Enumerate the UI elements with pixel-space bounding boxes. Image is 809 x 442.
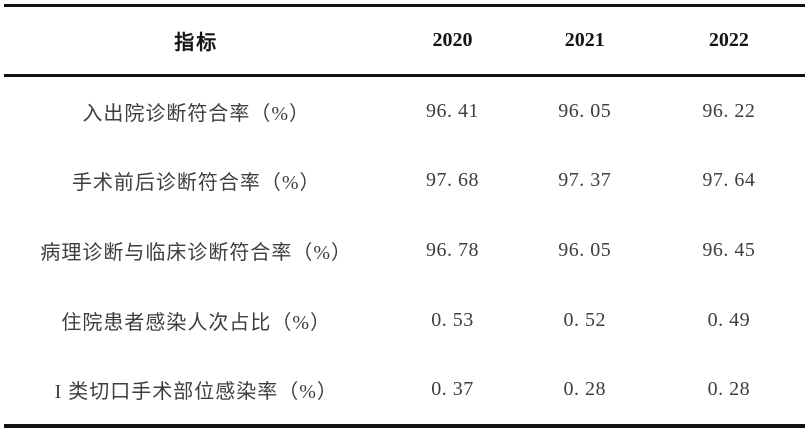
row-value-2022: 0. 49 — [707, 309, 751, 331]
row-label: 住院患者感染人次占比（%） — [61, 312, 332, 334]
row-value-2021: 0. 28 — [563, 378, 606, 400]
row-value-2021: 96. 05 — [558, 99, 612, 122]
row-value-2020: 0. 53 — [431, 309, 474, 331]
table-row: 手术前后诊断符合率（%） 97. 68 97. 37 97. 64 — [4, 146, 805, 216]
row-value-2020: 96. 41 — [426, 99, 480, 122]
header-year-2020: 2020 — [432, 29, 473, 51]
table-row: 病理诊断与临床诊断符合率（%） 96. 78 96. 05 96. 45 — [4, 216, 805, 286]
header-indicator: 指标 — [174, 32, 219, 54]
row-value-2021: 0. 52 — [563, 309, 606, 331]
table-header-row: 指标 2020 2021 2022 — [4, 6, 805, 76]
quality-indicators-table: 指标 2020 2021 2022 入出院诊断符合率（%） 96. 41 96.… — [4, 4, 805, 428]
row-value-2020: 96. 78 — [426, 239, 480, 261]
row-label: 入出院诊断符合率（%） — [82, 102, 311, 125]
table-row: I 类切口手术部位感染率（%） 0. 37 0. 28 0. 28 — [4, 356, 805, 426]
row-value-2020: 0. 37 — [431, 378, 474, 400]
row-value-2020: 97. 68 — [426, 169, 480, 191]
row-value-2022: 96. 45 — [702, 239, 756, 261]
header-year-2021: 2021 — [564, 29, 605, 51]
row-label: I 类切口手术部位感染率（%） — [54, 381, 338, 403]
row-value-2021: 97. 37 — [558, 169, 612, 191]
header-year-2022: 2022 — [708, 29, 749, 51]
table-row: 住院患者感染人次占比（%） 0. 53 0. 52 0. 49 — [4, 286, 805, 356]
row-value-2022: 0. 28 — [707, 378, 751, 400]
row-value-2022: 97. 64 — [702, 169, 756, 191]
row-value-2021: 96. 05 — [558, 239, 612, 261]
row-label: 手术前后诊断符合率（%） — [71, 172, 321, 194]
row-value-2022: 96. 22 — [702, 99, 756, 122]
table-row: 入出院诊断符合率（%） 96. 41 96. 05 96. 22 — [4, 76, 805, 146]
row-label: 病理诊断与临床诊断符合率（%） — [40, 242, 353, 264]
